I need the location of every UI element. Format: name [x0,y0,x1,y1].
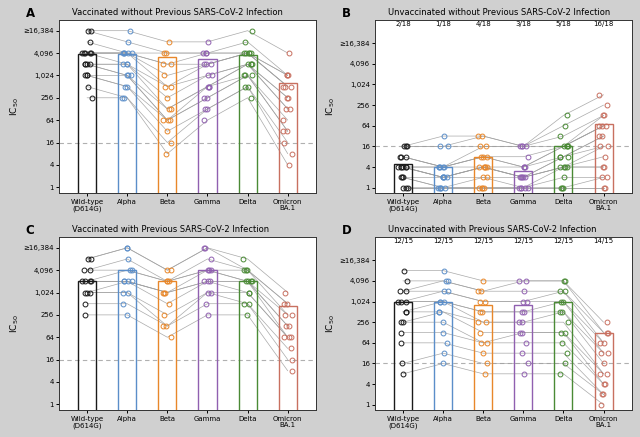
Text: Vaccinated without Previous SARS-CoV-2 Infection: Vaccinated without Previous SARS-CoV-2 I… [72,8,283,17]
Text: Unvaccinated without Previous SARS-CoV-2 Infection: Unvaccinated without Previous SARS-CoV-2… [388,8,610,17]
Bar [515,171,532,437]
Bar [239,55,257,437]
Bar [198,270,216,437]
Y-axis label: IC$_{50}$: IC$_{50}$ [324,97,337,115]
Bar [278,306,297,437]
Text: B: B [341,7,351,21]
Y-axis label: IC$_{50}$: IC$_{50}$ [324,314,337,333]
Text: Unvaccinated with Previous SARS-CoV-2 Infection: Unvaccinated with Previous SARS-CoV-2 In… [388,225,596,234]
Text: 14/15: 14/15 [593,238,614,243]
Bar [595,333,612,437]
Text: 3/18: 3/18 [515,21,531,27]
Text: 4/18: 4/18 [476,21,491,27]
Text: 12/15: 12/15 [554,238,573,243]
Bar [394,302,412,437]
Text: 1/18: 1/18 [435,21,451,27]
Text: A: A [26,7,35,21]
Text: D: D [341,225,351,237]
Text: 2/18: 2/18 [395,21,411,27]
Bar [198,59,216,437]
Bar [278,83,297,437]
Text: C: C [26,225,35,237]
Bar [554,146,572,437]
Bar [158,281,177,437]
Text: 16/18: 16/18 [593,21,614,27]
Bar [78,54,96,437]
Bar [394,164,412,437]
Bar [118,54,136,437]
Text: 12/15: 12/15 [433,238,453,243]
Bar [239,281,257,437]
Y-axis label: IC$_{50}$: IC$_{50}$ [8,97,21,115]
Bar [554,302,572,437]
Bar [158,57,177,437]
Text: 12/15: 12/15 [393,238,413,243]
Text: 12/15: 12/15 [473,238,493,243]
Bar [474,157,492,437]
Bar [434,302,452,437]
Bar [595,125,612,437]
Bar [434,167,452,437]
Text: 12/15: 12/15 [513,238,533,243]
Text: Vaccinated with Previous SARS-CoV-2 Infection: Vaccinated with Previous SARS-CoV-2 Infe… [72,225,269,234]
Bar [118,270,136,437]
Bar [515,305,532,437]
Y-axis label: IC$_{50}$: IC$_{50}$ [8,314,21,333]
Text: 5/18: 5/18 [556,21,572,27]
Bar [78,281,96,437]
Bar [474,305,492,437]
